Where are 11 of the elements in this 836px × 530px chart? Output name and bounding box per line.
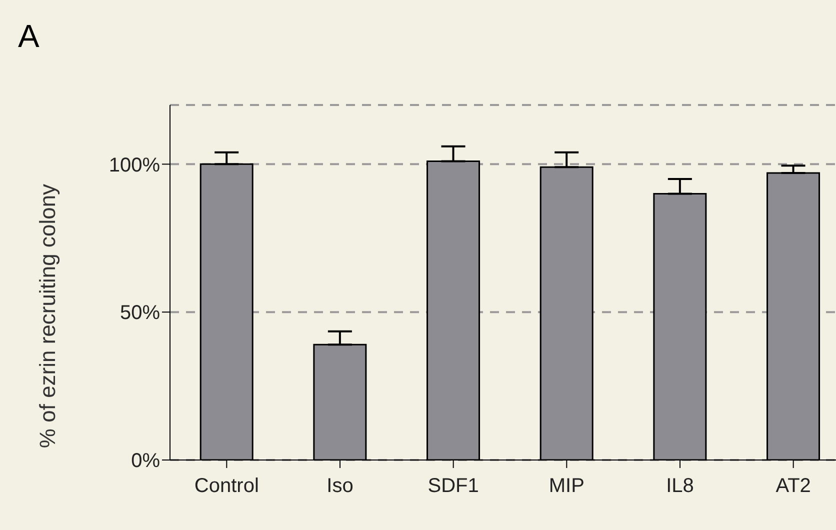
y-tick-label: 50%	[120, 302, 160, 324]
x-tick-label: IL8	[666, 475, 694, 498]
x-tick-label: AT2	[776, 475, 811, 498]
x-tick-label: MIP	[548, 475, 584, 498]
chart-title: A	[18, 18, 40, 55]
x-tick-label: Control	[194, 475, 259, 498]
y-tick-label: 0%	[131, 450, 160, 472]
x-tick-label: Iso	[326, 475, 354, 498]
y-tick-label: 100%	[108, 154, 160, 176]
x-tick-label: SDF1	[428, 475, 479, 498]
y-axis-title: % of ezrin recruiting colony	[35, 184, 61, 448]
